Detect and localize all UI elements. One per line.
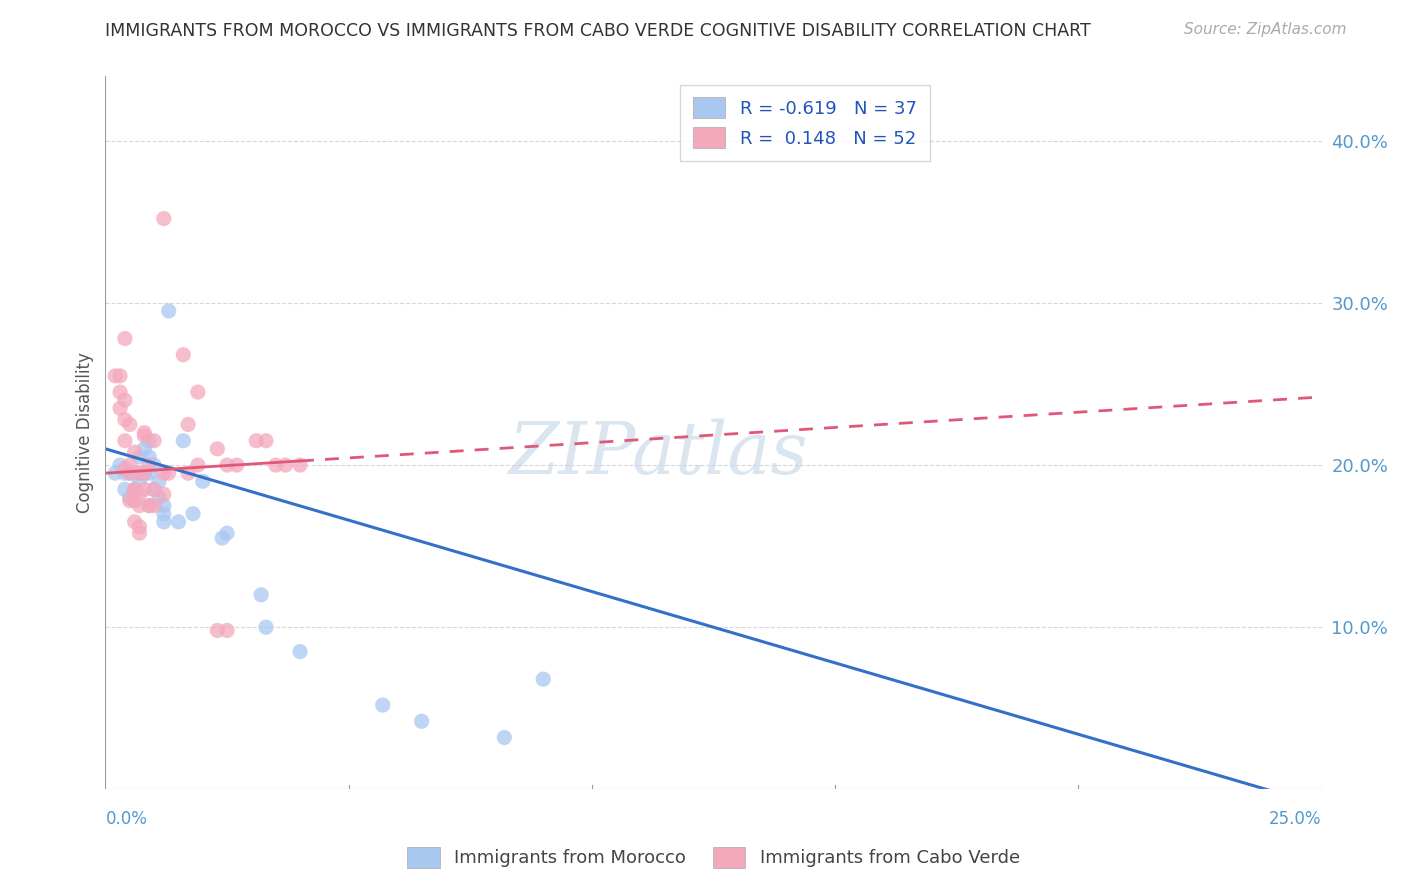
Point — [124, 445, 146, 459]
Point — [124, 466, 146, 480]
Point — [143, 434, 166, 448]
Point — [118, 466, 141, 480]
Point — [124, 483, 146, 497]
Point — [177, 466, 200, 480]
Point — [217, 458, 239, 472]
Point — [153, 507, 176, 521]
Text: 0.0%: 0.0% — [105, 810, 148, 828]
Point — [167, 515, 190, 529]
Point — [124, 493, 146, 508]
Point — [128, 466, 150, 480]
Point — [114, 483, 136, 497]
Point — [134, 429, 156, 443]
Point — [128, 450, 150, 464]
Point — [172, 434, 194, 448]
Point — [114, 412, 136, 426]
Point — [157, 466, 180, 480]
Point — [118, 493, 141, 508]
Point — [191, 475, 214, 489]
Point — [153, 466, 176, 480]
Point — [118, 491, 141, 505]
Point — [254, 434, 277, 448]
Point — [288, 458, 311, 472]
Point — [138, 458, 160, 472]
Point — [134, 466, 156, 480]
Point — [138, 499, 160, 513]
Point — [108, 401, 131, 416]
Point — [143, 458, 166, 472]
Point — [371, 698, 394, 712]
Point — [104, 368, 127, 383]
Point — [138, 466, 160, 480]
Point — [207, 624, 229, 638]
Point — [128, 475, 150, 489]
Point — [134, 425, 156, 440]
Point — [187, 385, 209, 400]
Point — [153, 211, 176, 226]
Point — [181, 507, 204, 521]
Point — [217, 526, 239, 541]
Point — [138, 434, 160, 448]
Point — [118, 458, 141, 472]
Text: 25.0%: 25.0% — [1270, 810, 1322, 828]
Point — [153, 515, 176, 529]
Point — [128, 487, 150, 501]
Point — [494, 731, 516, 745]
Point — [288, 644, 311, 658]
Point — [114, 461, 136, 475]
Point — [225, 458, 247, 472]
Point — [254, 620, 277, 634]
Point — [108, 458, 131, 472]
Point — [264, 458, 287, 472]
Point — [108, 385, 131, 400]
Point — [143, 499, 166, 513]
Point — [118, 466, 141, 480]
Point — [531, 672, 554, 686]
Point — [134, 483, 156, 497]
Text: IMMIGRANTS FROM MOROCCO VS IMMIGRANTS FROM CABO VERDE COGNITIVE DISABILITY CORRE: IMMIGRANTS FROM MOROCCO VS IMMIGRANTS FR… — [105, 22, 1091, 40]
Point — [157, 304, 180, 318]
Point — [114, 434, 136, 448]
Point — [118, 417, 141, 432]
Point — [114, 393, 136, 408]
Point — [207, 442, 229, 456]
Point — [108, 368, 131, 383]
Point — [114, 332, 136, 346]
Point — [250, 588, 273, 602]
Point — [128, 466, 150, 480]
Point — [172, 348, 194, 362]
Point — [211, 531, 233, 545]
Point — [114, 466, 136, 480]
Point — [124, 483, 146, 498]
Point — [134, 442, 156, 456]
Point — [128, 519, 150, 533]
Point — [124, 515, 146, 529]
Point — [134, 466, 156, 480]
Point — [143, 483, 166, 497]
Point — [128, 499, 150, 513]
Point — [177, 417, 200, 432]
Text: ZIPatlas: ZIPatlas — [509, 418, 808, 490]
Point — [274, 458, 297, 472]
Legend: R = -0.619   N = 37, R =  0.148   N = 52: R = -0.619 N = 37, R = 0.148 N = 52 — [681, 85, 929, 161]
Point — [124, 483, 146, 497]
Text: Source: ZipAtlas.com: Source: ZipAtlas.com — [1184, 22, 1347, 37]
Point — [148, 491, 170, 505]
Point — [153, 487, 176, 501]
Point — [411, 714, 433, 729]
Point — [104, 466, 127, 480]
Point — [153, 499, 176, 513]
Point — [245, 434, 267, 448]
Point — [138, 499, 160, 513]
Point — [187, 458, 209, 472]
Point — [148, 475, 170, 489]
Point — [217, 624, 239, 638]
Point — [143, 483, 166, 497]
Point — [128, 526, 150, 541]
Y-axis label: Cognitive Disability: Cognitive Disability — [76, 352, 94, 513]
Point — [138, 450, 160, 464]
